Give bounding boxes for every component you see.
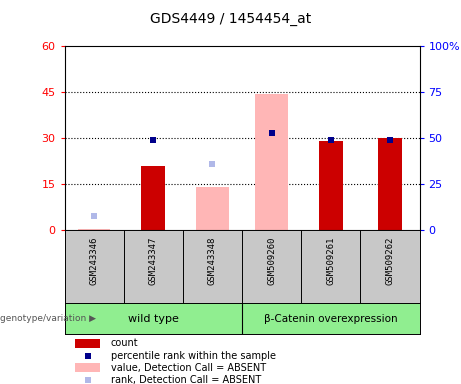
Text: GSM509262: GSM509262 xyxy=(385,236,395,285)
Bar xyxy=(378,138,402,230)
Bar xyxy=(196,187,229,230)
Bar xyxy=(319,141,343,230)
Text: count: count xyxy=(111,338,138,348)
Text: GSM509261: GSM509261 xyxy=(326,236,335,285)
FancyBboxPatch shape xyxy=(75,339,100,348)
Text: percentile rank within the sample: percentile rank within the sample xyxy=(111,351,276,361)
Text: genotype/variation ▶: genotype/variation ▶ xyxy=(0,314,96,323)
Text: GDS4449 / 1454454_at: GDS4449 / 1454454_at xyxy=(150,12,311,25)
FancyBboxPatch shape xyxy=(75,363,100,372)
Bar xyxy=(255,94,288,230)
Text: GSM243347: GSM243347 xyxy=(149,236,158,285)
Bar xyxy=(78,229,110,230)
Text: GSM243348: GSM243348 xyxy=(208,236,217,285)
Text: GSM509260: GSM509260 xyxy=(267,236,276,285)
Text: rank, Detection Call = ABSENT: rank, Detection Call = ABSENT xyxy=(111,374,261,384)
Text: value, Detection Call = ABSENT: value, Detection Call = ABSENT xyxy=(111,362,266,372)
Text: GSM243346: GSM243346 xyxy=(89,236,99,285)
Bar xyxy=(142,166,165,230)
Text: wild type: wild type xyxy=(128,314,179,324)
Text: β-Catenin overexpression: β-Catenin overexpression xyxy=(264,314,397,324)
